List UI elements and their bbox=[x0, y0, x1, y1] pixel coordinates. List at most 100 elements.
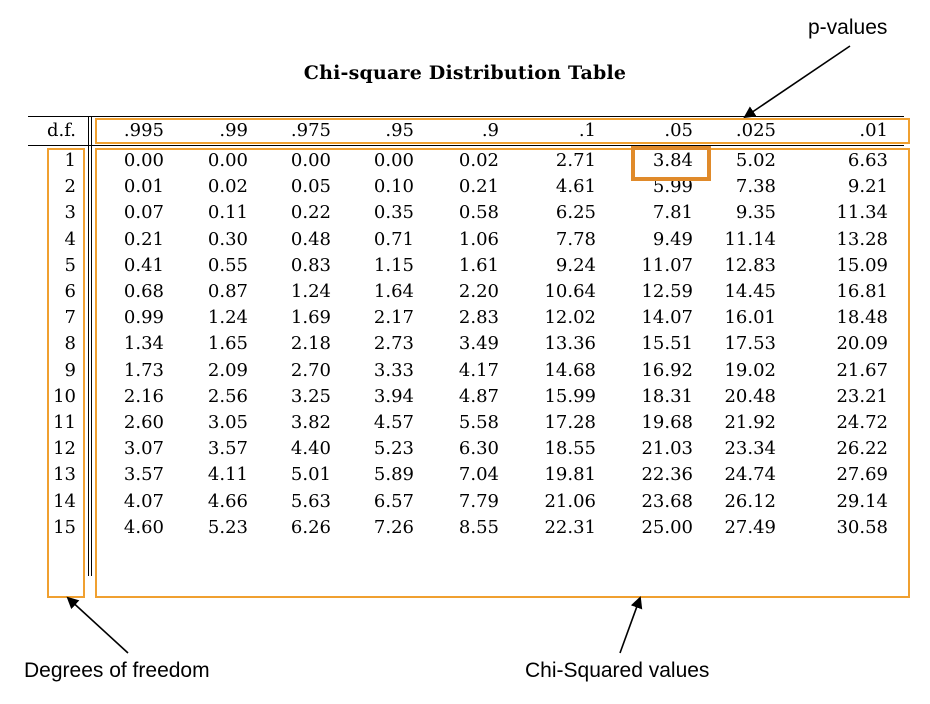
value-cell: 4.07 bbox=[123, 490, 164, 512]
value-cell: 12.83 bbox=[724, 254, 776, 276]
value-cell: 0.55 bbox=[207, 254, 248, 276]
value-cell: 17.53 bbox=[724, 333, 776, 355]
value-cell: 2.71 bbox=[555, 150, 596, 171]
value-cell: 15.99 bbox=[544, 385, 596, 407]
df-cell: 12 bbox=[53, 438, 76, 460]
value-cell: 0.00 bbox=[207, 150, 248, 171]
value-cell: 0.30 bbox=[207, 228, 248, 250]
value-cell: 7.04 bbox=[458, 464, 499, 486]
value-cell: 11.07 bbox=[641, 254, 693, 276]
column-header: .05 bbox=[664, 120, 693, 141]
value-cell: 14.68 bbox=[544, 359, 596, 381]
value-cell: 4.40 bbox=[290, 438, 331, 460]
value-cell: 0.21 bbox=[123, 228, 164, 250]
value-cell: 3.07 bbox=[123, 438, 164, 460]
value-cell: 9.21 bbox=[847, 176, 888, 198]
column-header: .025 bbox=[735, 120, 776, 141]
value-cell: 3.57 bbox=[123, 464, 164, 486]
value-cell: 2.60 bbox=[123, 412, 164, 433]
value-cell: 5.02 bbox=[735, 150, 776, 171]
column-header: .01 bbox=[859, 120, 888, 141]
value-cell: 3.82 bbox=[290, 412, 331, 433]
value-cell: 20.09 bbox=[836, 333, 888, 355]
value-cell: 0.99 bbox=[123, 307, 164, 329]
df-cell: 11 bbox=[53, 412, 76, 433]
df-cell: 2 bbox=[64, 176, 76, 198]
value-cell: 1.24 bbox=[290, 281, 331, 302]
value-cell: 23.34 bbox=[724, 438, 776, 460]
value-cell: 3.57 bbox=[207, 438, 248, 460]
value-cell: 2.70 bbox=[290, 359, 331, 381]
top-rule bbox=[28, 116, 904, 117]
df-cell: 1 bbox=[64, 150, 76, 171]
value-cell: 0.35 bbox=[373, 202, 414, 224]
value-cell: 0.48 bbox=[290, 228, 331, 250]
df-cell: 4 bbox=[64, 228, 76, 250]
value-cell: 1.61 bbox=[458, 254, 499, 276]
value-cell: 11.34 bbox=[836, 202, 888, 224]
value-cell: 26.22 bbox=[836, 438, 888, 460]
value-cell: 27.49 bbox=[724, 516, 776, 538]
value-cell: 25.00 bbox=[641, 516, 693, 538]
value-cell: 26.12 bbox=[724, 490, 776, 512]
value-cell: 0.68 bbox=[123, 281, 164, 302]
value-cell: 4.11 bbox=[207, 464, 248, 486]
chi-squared-values-box bbox=[95, 148, 910, 598]
value-cell: 13.28 bbox=[836, 228, 888, 250]
value-cell: 0.05 bbox=[290, 176, 331, 198]
value-cell: 27.69 bbox=[836, 464, 888, 486]
value-cell: 12.02 bbox=[544, 307, 596, 329]
value-cell: 13.36 bbox=[544, 333, 596, 355]
df-cell: 5 bbox=[64, 254, 76, 276]
value-cell: 5.23 bbox=[207, 516, 248, 538]
value-cell: 8.55 bbox=[458, 516, 499, 538]
value-cell: 0.02 bbox=[458, 150, 499, 171]
value-cell: 9.49 bbox=[652, 228, 693, 250]
value-cell: 0.83 bbox=[290, 254, 331, 276]
value-cell: 9.35 bbox=[735, 202, 776, 224]
value-cell: 17.28 bbox=[544, 412, 596, 433]
value-cell: 3.05 bbox=[207, 412, 248, 433]
value-cell: 21.06 bbox=[544, 490, 596, 512]
p-values-label: p-values bbox=[808, 16, 888, 39]
value-cell: 24.74 bbox=[724, 464, 776, 486]
value-cell: 21.03 bbox=[641, 438, 693, 460]
value-cell: 30.58 bbox=[836, 516, 888, 538]
value-cell: 2.09 bbox=[207, 359, 248, 381]
value-cell: 5.58 bbox=[458, 412, 499, 433]
value-cell: 12.59 bbox=[641, 281, 693, 302]
value-cell: 16.92 bbox=[641, 359, 693, 381]
value-cell: 5.63 bbox=[290, 490, 331, 512]
value-cell: 0.01 bbox=[123, 176, 164, 198]
column-header: .99 bbox=[219, 120, 248, 141]
column-header: .975 bbox=[290, 120, 331, 141]
value-cell: 16.81 bbox=[836, 281, 888, 302]
value-cell: 0.41 bbox=[123, 254, 164, 276]
value-cell: 5.99 bbox=[652, 176, 693, 198]
value-cell: 6.25 bbox=[555, 202, 596, 224]
value-cell: 6.57 bbox=[373, 490, 414, 512]
df-cell: 10 bbox=[53, 385, 76, 407]
value-cell: 19.81 bbox=[544, 464, 596, 486]
value-cell: 0.11 bbox=[207, 202, 248, 224]
column-header: .995 bbox=[123, 120, 164, 141]
degrees-of-freedom-box bbox=[47, 148, 85, 598]
degrees-of-freedom-arrow bbox=[66, 596, 129, 654]
value-cell: 6.26 bbox=[290, 516, 331, 538]
df-cell: 7 bbox=[64, 307, 76, 329]
value-cell: 4.17 bbox=[458, 359, 499, 381]
value-cell: 15.09 bbox=[836, 254, 888, 276]
value-cell: 2.83 bbox=[458, 307, 499, 329]
p-values-arrow bbox=[743, 45, 851, 119]
value-cell: 3.94 bbox=[373, 385, 414, 407]
column-header: .1 bbox=[578, 120, 596, 141]
column-divider-2 bbox=[91, 116, 92, 576]
df-cell: 3 bbox=[64, 202, 76, 224]
df-cell: 6 bbox=[64, 281, 76, 302]
value-cell: 0.00 bbox=[373, 150, 414, 171]
value-cell: 0.87 bbox=[207, 281, 248, 302]
value-cell: 2.16 bbox=[123, 385, 164, 407]
value-cell: 22.36 bbox=[641, 464, 693, 486]
df-cell: 15 bbox=[53, 516, 76, 538]
